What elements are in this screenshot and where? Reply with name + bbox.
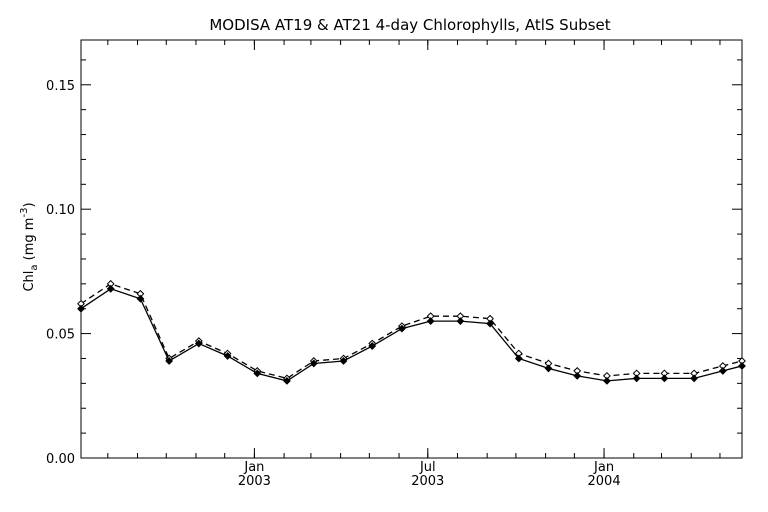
series-2-point [253,369,262,378]
y-axis-ticks: 0.00 0.05 0.10 0.15 [46,59,742,467]
series-2-point [426,317,435,326]
series-2-point [632,374,641,383]
x-tick-label-month: Jul [419,460,436,475]
series-2-point [136,294,145,303]
series-2-point [603,376,611,385]
series-2-point [738,362,746,370]
x-tick-label-year: 2004 [588,474,621,489]
series-2-point [309,359,318,368]
plot-frame [80,39,743,459]
y-tick-label: 0.05 [46,328,75,343]
series-2-point [718,367,727,375]
series-2-point [368,342,377,350]
series-2-point [194,339,203,348]
series-group [77,279,746,385]
series-2-point [544,364,553,373]
series-2-point [165,357,174,365]
y-label-superscript: -3 [19,208,30,218]
y-label-close: ) [22,202,37,207]
series-2-point [339,357,348,365]
series-2-point [514,354,523,363]
y-label-subscript: a [29,264,40,270]
x-tick-label-month: Jan [593,460,614,475]
series-2-point [690,374,699,383]
y-tick-label: 0.00 [46,452,75,467]
series-2-line [80,288,743,382]
y-tick-label: 0.15 [46,79,75,94]
series-2-point [660,374,669,383]
series-2-point [223,352,232,360]
y-axis-label: Chla (mg m-3) [19,202,40,291]
series-2-point [573,371,582,380]
x-tick-label-month: Jan [243,460,264,475]
y-label-units: (mg m [22,218,37,265]
series-2-point [486,319,494,328]
series-2-point [456,317,465,326]
x-tick-label-year: 2003 [238,474,271,489]
y-tick-label: 0.10 [46,203,75,218]
series-2-point [77,304,85,313]
series-1-line [80,283,743,380]
series-2-point [398,324,406,333]
x-tick-label-year: 2003 [411,474,444,489]
y-label-main: Chl [22,271,37,292]
series-2-point [283,376,291,385]
series-2-point [106,284,115,293]
chart-title: MODISA AT19 & AT21 4-day Chlorophylls, A… [209,16,610,34]
